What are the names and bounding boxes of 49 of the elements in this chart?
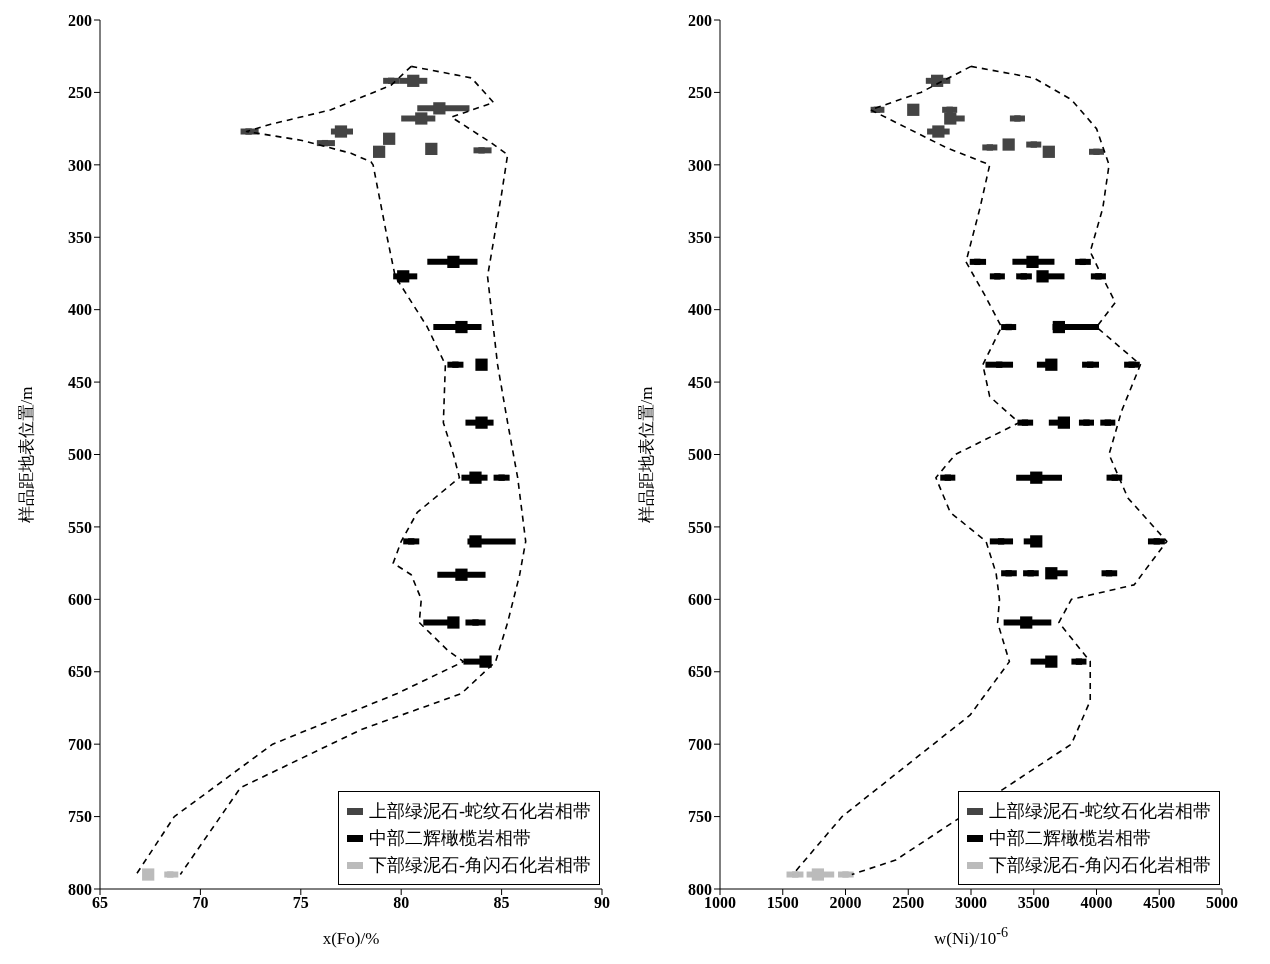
x-tick-label: 85 [493, 894, 510, 912]
y-tick-label: 650 [68, 663, 92, 681]
y-tick-label: 200 [688, 11, 712, 29]
y-tick-label: 700 [688, 735, 712, 753]
x-tick-label: 65 [92, 894, 108, 912]
y-tick-label: 400 [68, 301, 92, 319]
x-tick-label: 4000 [1080, 894, 1113, 912]
y-tick-label: 550 [68, 518, 92, 536]
x-tick-label: 4500 [1143, 894, 1176, 912]
y-tick-label: 600 [688, 591, 712, 609]
legend-label: 上部绿泥石-蛇纹石化岩相带 [369, 800, 591, 823]
x-tick-label: 75 [292, 894, 309, 912]
y-tick-label: 450 [688, 373, 712, 391]
x-tick-label: 2500 [892, 894, 925, 912]
x-tick-label: 90 [594, 894, 610, 912]
y-tick-label: 200 [68, 11, 92, 29]
legend-label: 下部绿泥石-角闪石化岩相带 [369, 854, 591, 877]
y-tick-label: 750 [68, 808, 92, 826]
y-tick-label: 500 [68, 446, 92, 464]
legend-label: 上部绿泥石-蛇纹石化岩相带 [989, 800, 1211, 823]
y-axis-title: 样品距地表位置/m [15, 386, 37, 523]
x-axis-title: x(Fo)/% [321, 929, 381, 949]
x-tick-label: 1500 [766, 894, 799, 912]
y-tick-label: 500 [688, 446, 712, 464]
y-tick-label: 600 [68, 591, 92, 609]
y-tick-label: 650 [688, 663, 712, 681]
y-tick-label: 750 [688, 808, 712, 826]
y-tick-label: 300 [68, 156, 92, 174]
y-tick-label: 700 [68, 735, 92, 753]
y-tick-label: 550 [688, 518, 712, 536]
legend-label: 下部绿泥石-角闪石化岩相带 [989, 854, 1211, 877]
y-tick-label: 300 [688, 156, 712, 174]
y-tick-label: 350 [688, 228, 712, 246]
x-tick-label: 70 [192, 894, 209, 912]
x-axis-title: w(Ni)/10$^{-6}$ [932, 924, 1010, 949]
y-tick-label: 250 [68, 84, 92, 102]
y-tick-label: 450 [68, 373, 92, 391]
y-tick-label: 800 [68, 880, 92, 898]
legend-label: 中部二辉橄榄岩相带 [369, 827, 531, 850]
x-tick-label: 3000 [955, 894, 987, 912]
x-tick-label: 5000 [1206, 894, 1238, 912]
y-tick-label: 350 [68, 228, 92, 246]
x-tick-label: 80 [393, 894, 410, 912]
x-tick-label: 2000 [829, 894, 862, 912]
y-axis-title: 样品距地表位置/m [635, 386, 657, 523]
legend-label: 中部二辉橄榄岩相带 [989, 827, 1151, 850]
x-tick-label: 3500 [1017, 894, 1050, 912]
y-tick-label: 400 [688, 301, 712, 319]
y-tick-label: 250 [688, 84, 712, 102]
